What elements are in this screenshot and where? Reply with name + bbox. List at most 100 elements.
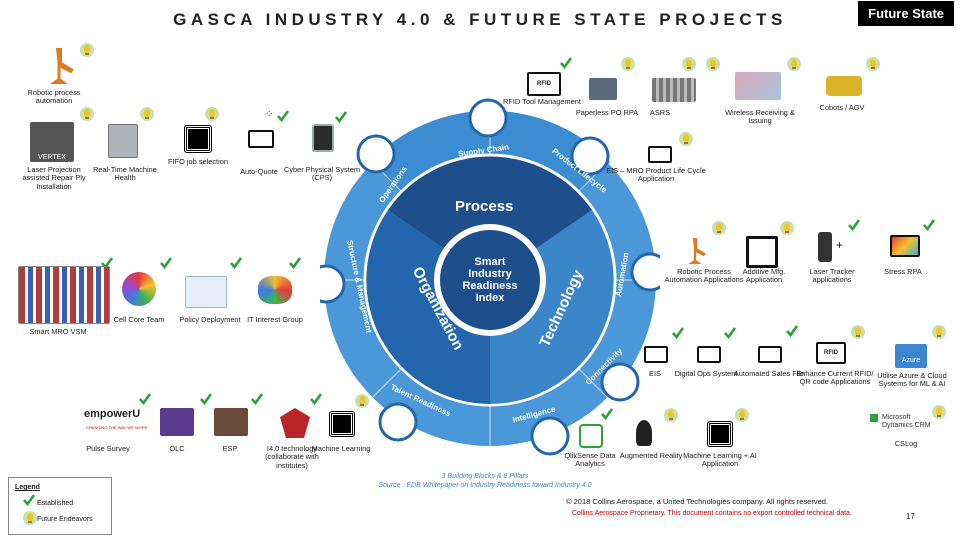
bulb-icon — [866, 57, 880, 71]
item-robotic-process-automation: Robotic process automation — [27, 88, 81, 106]
check-icon — [23, 494, 35, 506]
bulb-icon — [851, 325, 865, 339]
bulb-icon — [621, 57, 635, 71]
laptop-icon — [644, 346, 668, 363]
item-policy-deployment: Policy Deployment — [179, 315, 241, 324]
check-icon — [560, 57, 572, 69]
wifi-icon: ⁘ — [265, 109, 274, 120]
item-rfid-tool-management: RFID Tool Management — [503, 97, 581, 106]
item-olc: OLC — [169, 444, 185, 453]
bulb-icon — [355, 394, 369, 408]
item-rfid-qr: Enhance Current RFID/ QR code Applicatio… — [796, 369, 874, 387]
laptop-icon — [890, 235, 920, 257]
item-auto-quote: Auto-Quote — [240, 167, 278, 176]
bulb-icon — [712, 221, 726, 235]
laser-tracker-icon — [818, 232, 832, 262]
item-digital-ops: Digital Ops System — [674, 369, 738, 378]
item-pulse-survey: Pulse Survey — [86, 444, 130, 453]
ms-dynamics-logo: Microsoft Dynamics CRM — [882, 414, 931, 429]
legend: Legend Established Future Endeavors — [8, 477, 112, 535]
item-smart-mro-vsm: Smart MRO VSM — [29, 327, 87, 336]
item-eis-mro: EIS – MRO Product Life Cycle Application — [606, 166, 706, 184]
item-laser-tracker: Laser Tracker applications — [809, 267, 855, 285]
check-icon — [601, 408, 613, 420]
page-number: 17 — [906, 512, 915, 521]
bulb-icon — [706, 57, 720, 71]
robot-arm-icon — [688, 238, 706, 264]
empoweru-logo: empowerU — [84, 408, 141, 420]
item-wireless-receiving: Wireless Receiving & Issuing — [725, 108, 795, 126]
bulb-icon — [932, 405, 946, 419]
check-icon — [230, 257, 242, 269]
center-title: Smart Industry Readiness Index — [462, 256, 518, 304]
laptop-icon — [697, 346, 721, 363]
esp-icon — [214, 408, 248, 436]
item-automated-sales: Automated Sales File — [733, 369, 805, 378]
item-laser-projection: Laser Projection assisted Repair Ply Ins… — [22, 165, 86, 191]
product-lifecycle-icon — [570, 136, 610, 176]
laptop-icon — [648, 146, 672, 163]
item-additive-mfg: Additive Mfg. Application — [742, 267, 786, 285]
chip-icon — [184, 125, 212, 153]
check-icon — [310, 393, 322, 405]
qliksense-icon — [579, 424, 603, 448]
block-process: Process — [455, 198, 514, 215]
item-rpa-applications: Robotic Process Automation Applications — [664, 267, 744, 285]
chip-icon — [329, 411, 355, 437]
rfid-icon: RFID — [816, 342, 846, 364]
technology-segment — [490, 210, 614, 404]
check-icon — [672, 327, 684, 339]
vsm-diagram-icon — [18, 266, 110, 324]
talent-readiness-icon — [378, 402, 418, 442]
bulb-icon — [205, 107, 219, 121]
bulb-icon — [23, 511, 37, 525]
copyright: © 2018 Collins Aerospace, a United Techn… — [566, 497, 829, 506]
item-cps: Cyber Physical System (CPS) — [284, 165, 360, 183]
i40-network-icon — [280, 408, 310, 438]
item-esp: ESP — [222, 444, 238, 453]
bulb-icon — [735, 408, 749, 422]
check-icon — [848, 219, 860, 231]
bulb-icon — [787, 57, 801, 71]
check-icon — [724, 327, 736, 339]
item-paperless-po: Paperless PO RPA — [575, 108, 639, 117]
item-eis: EIS — [649, 369, 661, 378]
item-cobots-agv: Cobots / AGV — [819, 103, 865, 112]
chip-icon — [707, 421, 733, 447]
empoweru-tagline: CHANGING THE WAY WE WORK — [86, 425, 148, 430]
item-cslog: CSLog — [894, 439, 918, 448]
supply-chain-icon — [468, 98, 508, 138]
source-line1: 3 Building Blocks & 8 Pillars — [441, 473, 529, 480]
robot-arm-icon — [50, 48, 74, 84]
bulb-icon — [140, 107, 154, 121]
laptop-icon — [248, 130, 274, 148]
item-i40-technology: I4.0 technology (collaborate with instit… — [265, 444, 319, 470]
bulb-icon — [932, 325, 946, 339]
bulb-icon — [664, 408, 678, 422]
group-icon — [258, 276, 292, 304]
future-state-badge: Future State — [858, 1, 954, 26]
check-icon — [335, 111, 347, 123]
operations-icon — [356, 134, 396, 174]
check-icon — [786, 325, 798, 337]
azure-logo-icon: Azure — [895, 344, 927, 368]
ms-dynamics-icon — [870, 414, 878, 422]
page-title: GASCA INDUSTRY 4.0 & FUTURE STATE PROJEC… — [173, 10, 787, 29]
bulb-icon — [682, 57, 696, 71]
rfid-icon: RFID — [527, 72, 561, 96]
item-fifo-job-selection: FIFO job selection — [168, 157, 228, 166]
item-machine-learning: Machine Learning — [311, 444, 371, 453]
item-ml-ai: Machine Learning + AI Application — [683, 451, 757, 469]
check-icon — [923, 219, 935, 231]
item-azure: Utilise Azure & Cloud Systems for ML & A… — [877, 371, 947, 389]
item-qliksense: QlikSense Data Analytics — [564, 451, 616, 469]
bulb-icon — [80, 43, 94, 57]
check-icon — [277, 110, 289, 122]
asrs-icon — [652, 78, 696, 102]
item-cell-core-team: Cell Core Team — [113, 315, 165, 324]
intelligence-icon — [530, 416, 570, 456]
item-it-interest-group: IT Interest Group — [247, 315, 303, 324]
legend-title: Legend — [15, 484, 40, 491]
vertex-logo-icon: VERTEX — [30, 122, 74, 162]
bulb-icon — [679, 132, 693, 146]
